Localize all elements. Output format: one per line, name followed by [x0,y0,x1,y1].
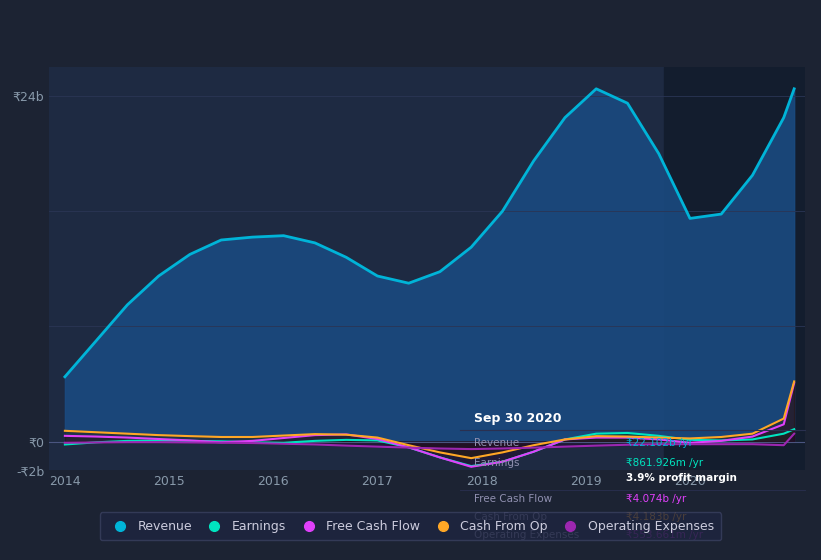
Bar [664,67,805,470]
Text: ₹861.926m /yr: ₹861.926m /yr [626,458,703,468]
Text: ₹4.183b /yr: ₹4.183b /yr [626,512,686,522]
Text: ₹4.074b /yr: ₹4.074b /yr [626,494,686,504]
Text: 3.9% profit margin: 3.9% profit margin [626,473,736,483]
Text: Revenue: Revenue [474,438,519,449]
Text: Operating Expenses: Operating Expenses [474,530,579,540]
Text: Earnings: Earnings [474,458,520,468]
Text: Cash From Op: Cash From Op [474,512,547,522]
Text: Free Cash Flow: Free Cash Flow [474,494,552,504]
Text: ₹553.661m /yr: ₹553.661m /yr [626,530,703,540]
Text: ₹22.102b /yr: ₹22.102b /yr [626,438,692,449]
Text: Sep 30 2020: Sep 30 2020 [474,412,562,425]
Legend: Revenue, Earnings, Free Cash Flow, Cash From Op, Operating Expenses: Revenue, Earnings, Free Cash Flow, Cash … [99,512,722,540]
